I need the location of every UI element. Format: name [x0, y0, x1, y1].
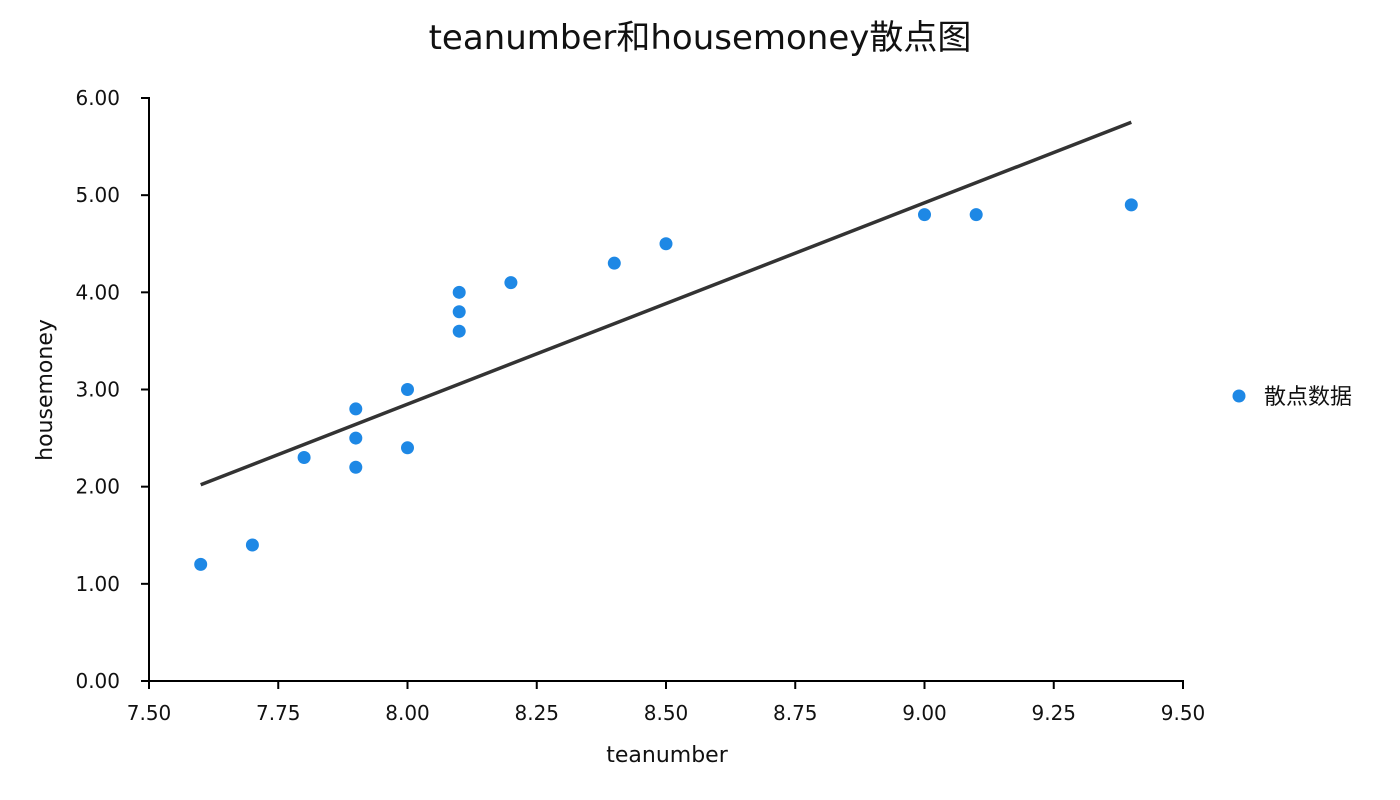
x-tick-label: 8.75 — [773, 701, 818, 725]
trend-line — [200, 120, 1132, 487]
scatter-point — [401, 441, 414, 455]
x-tick-label: 9.50 — [1161, 701, 1206, 725]
scatter-point — [452, 285, 466, 299]
chart-title: teanumber和housemoney散点图 — [429, 18, 972, 58]
x-tick-label: 8.00 — [385, 701, 430, 725]
scatter-point — [607, 256, 621, 270]
scatter-point — [349, 402, 363, 416]
y-tick-label: 2.00 — [75, 475, 120, 499]
scatter-point — [194, 557, 208, 571]
scatter-point — [1124, 198, 1138, 212]
y-axis-label: housemoney — [33, 319, 58, 461]
y-tick-label: 5.00 — [75, 183, 120, 207]
x-axis-label: teanumber — [606, 743, 728, 768]
x-tick-label: 7.50 — [127, 701, 172, 725]
y-tick-label: 4.00 — [75, 280, 120, 304]
x-tick-label: 8.50 — [644, 701, 689, 725]
scatter-point — [504, 276, 518, 290]
scatter-point — [245, 538, 259, 552]
scatter-point — [452, 324, 466, 338]
scatter-point — [349, 460, 363, 474]
x-tick-label: 9.25 — [1031, 701, 1076, 725]
legend: 散点数据 — [1232, 385, 1352, 410]
scatter-point — [401, 383, 414, 396]
axes — [148, 97, 1184, 682]
scatter-point — [659, 237, 673, 251]
trend-line-layer — [200, 120, 1132, 487]
scatter-point — [918, 208, 931, 222]
scatter-point — [969, 208, 983, 222]
scatter-point — [452, 305, 466, 319]
scatter-point — [297, 451, 311, 465]
y-ticks: 0.00 1.00 2.00 3.00 4.00 5.00 6.00 — [75, 86, 149, 693]
points-layer — [194, 198, 1138, 571]
x-tick-label: 8.25 — [514, 701, 559, 725]
legend-label: 散点数据 — [1264, 385, 1352, 410]
scatter-point — [349, 431, 363, 445]
x-tick-label: 9.00 — [902, 701, 947, 725]
y-tick-label: 1.00 — [75, 572, 120, 596]
y-tick-label: 0.00 — [75, 669, 120, 693]
y-tick-label: 3.00 — [75, 378, 120, 402]
legend-marker — [1232, 389, 1246, 403]
x-tick-label: 7.75 — [256, 701, 301, 725]
x-ticks: 7.50 7.75 8.00 8.25 8.50 8.75 9.00 9.25 9.50 — [127, 681, 1206, 725]
y-tick-label: 6.00 — [75, 86, 120, 110]
